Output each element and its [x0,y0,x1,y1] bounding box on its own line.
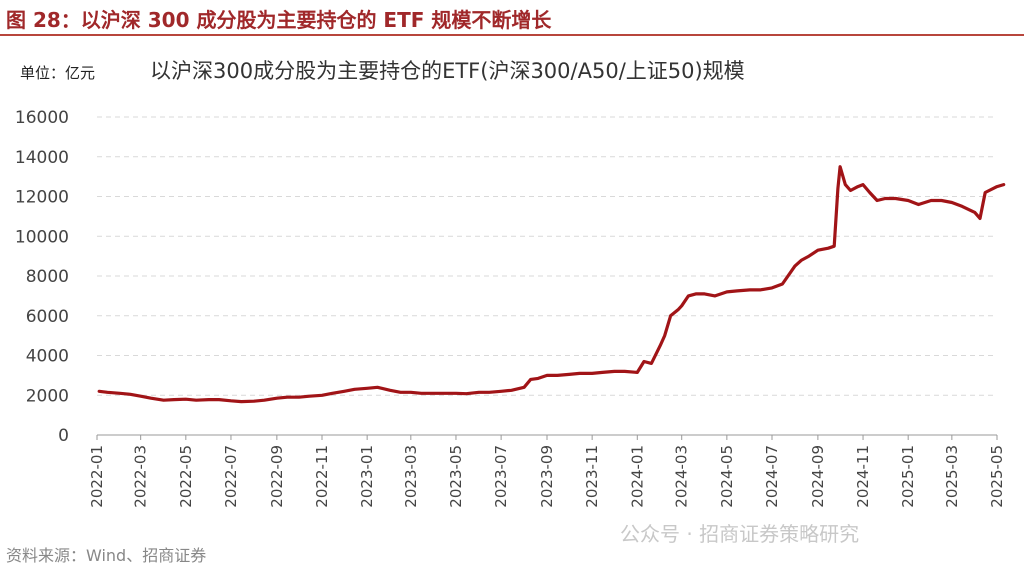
x-tick-label: 2022-01 [88,445,106,508]
source-note: 资料来源：Wind、招商证券 [6,546,207,565]
x-tick-label: 2025-05 [988,445,1006,508]
x-tick-label: 2024-07 [763,445,781,508]
y-tick-label: 6000 [26,307,69,327]
y-tick-label: 8000 [26,267,69,287]
y-tick-label: 4000 [26,347,69,367]
x-tick-label: 2022-07 [222,445,240,508]
x-tick-label: 2024-05 [718,445,736,508]
x-tick-label: 2023-09 [538,445,556,508]
x-tick-label: 2022-05 [177,445,195,508]
x-tick-label: 2024-03 [673,445,691,508]
x-tick-label: 2023-03 [402,445,420,508]
x-tick-label: 2023-01 [358,445,376,508]
x-tick-label: 2025-03 [943,445,961,508]
x-axis: 2022-01 2022-03 2022-05 2022-07 2022-09 2022-… [88,434,1006,508]
chart-title: 以沪深300成分股为主要持仓的ETF(沪深300/A50/上证50)规模 [150,59,745,83]
y-tick-label: 0 [58,426,69,446]
series-line-0 [97,165,1006,404]
y-tick-label: 12000 [15,188,69,208]
unit-label: 单位：亿元 [20,64,96,82]
series [97,165,1006,404]
y-axis: 0 2000 4000 6000 8000 10000 12000 14000 16000 [15,108,69,446]
y-tick-label: 2000 [26,386,69,406]
x-tick-label: 2022-03 [132,445,150,508]
x-tick-label: 2025-01 [899,445,917,508]
y-tick-label: 16000 [15,108,69,128]
watermark: 公众号 · 招商证券策略研究 [620,522,860,546]
y-tick-label: 14000 [15,148,69,168]
x-tick-label: 2023-05 [447,445,465,508]
y-tick-label: 10000 [15,227,69,247]
x-tick-label: 2024-01 [628,445,646,508]
x-tick-label: 2023-11 [583,445,601,508]
title-divider [0,34,1024,36]
x-tick-label: 2024-09 [809,445,827,508]
x-tick-label: 2023-07 [492,445,510,508]
x-tick-label: 2024-11 [854,445,872,508]
figure-title: 图 28：以沪深 300 成分股为主要持仓的 ETF 规模不断增长 [6,8,552,32]
gridlines [97,116,997,396]
x-tick-label: 2022-09 [268,445,286,508]
x-tick-label: 2022-11 [313,445,331,508]
